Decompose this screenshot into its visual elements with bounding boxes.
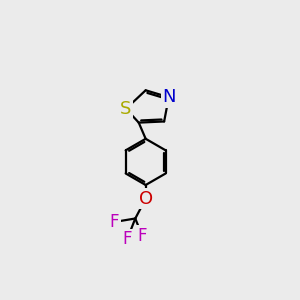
Text: F: F [110, 213, 119, 231]
Text: S: S [120, 100, 132, 118]
Text: F: F [122, 230, 132, 248]
Text: N: N [162, 88, 175, 106]
Text: O: O [139, 190, 153, 208]
Text: F: F [137, 227, 147, 245]
